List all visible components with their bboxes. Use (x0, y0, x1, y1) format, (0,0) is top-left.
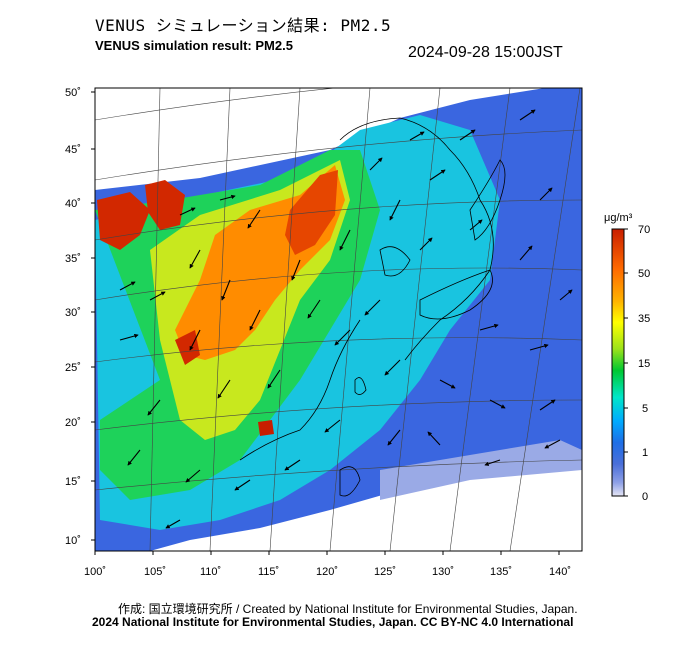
red-hotspot-hongkong (258, 420, 274, 436)
coastline-south-china (239, 319, 361, 461)
lat-tick-label: 20˚ (65, 417, 81, 429)
colorbar-label: 1 (642, 447, 648, 459)
pale-edge-southeast (380, 440, 582, 500)
coastline-japan-north (469, 159, 506, 241)
lat-tick-label: 35˚ (65, 253, 81, 265)
lon-tick-label: 140˚ (549, 566, 571, 578)
coastlines (239, 117, 506, 497)
lat-tick-label: 30˚ (65, 307, 81, 319)
lon-tick-label: 130˚ (432, 566, 454, 578)
forecast-timestamp: 2024-09-28 15:00JST (408, 44, 563, 61)
coastline-taiwan (354, 377, 367, 395)
lat-tick-label: 40˚ (65, 198, 81, 210)
lat-tick-label: 50˚ (65, 87, 81, 99)
colorbar-label: 35 (638, 313, 650, 325)
red-hotspot-northwest (97, 192, 150, 250)
lat-tick-label: 10˚ (65, 535, 81, 547)
latitude-axis: 50˚ 45˚ 40˚ 35˚ 30˚ 25˚ 20˚ 15˚ 10˚ (65, 87, 95, 547)
colorbar-label: 50 (638, 268, 650, 280)
colorbar-label: 70 (638, 224, 650, 236)
red-hotspot-south (175, 330, 200, 365)
concentration-field (95, 88, 582, 551)
lon-tick-label: 135˚ (490, 566, 512, 578)
colorbar-unit: μg/m³ (604, 212, 633, 224)
coastline-luzon (339, 466, 361, 497)
map-title-english: VENUS simulation result: PM2.5 (95, 38, 293, 53)
coastline-japan-south (419, 269, 493, 320)
map-title-japanese: VENUS シミュレーション結果: PM2.5 (95, 16, 392, 35)
lat-tick-label: 15˚ (65, 476, 81, 488)
license-text: 2024 National Institute for Environmenta… (92, 615, 574, 629)
coastline-korea (379, 246, 411, 277)
lon-tick-label: 110˚ (200, 566, 221, 578)
red-hotspot-north (145, 180, 185, 230)
credit-text: 作成: 国立環境研究所 / Created by National Instit… (118, 602, 578, 616)
lat-tick-label: 45˚ (65, 144, 81, 156)
colorbar-label: 15 (638, 358, 650, 370)
lat-tick-label: 25˚ (65, 362, 81, 374)
lon-tick-label: 125˚ (374, 566, 396, 578)
lon-tick-label: 115˚ (258, 566, 279, 578)
graticule-lines (95, 88, 582, 551)
colorbar-scale (611, 228, 625, 497)
coastline-northeast-asia (339, 117, 494, 361)
colorbar-label: 0 (642, 491, 648, 503)
longitude-axis: 100˚ 105˚ 110˚ 115˚ 120˚ 125˚ 130˚ 135˚ … (84, 551, 571, 578)
map-border (94, 87, 583, 552)
wind-vectors (119, 109, 573, 529)
lon-tick-label: 100˚ (84, 566, 106, 578)
colorbar-label: 5 (642, 403, 648, 415)
colorbar: μg/m³ 70 50 35 15 5 1 0 (604, 212, 650, 503)
lon-tick-label: 120˚ (316, 566, 338, 578)
lon-tick-label: 105˚ (144, 566, 166, 578)
